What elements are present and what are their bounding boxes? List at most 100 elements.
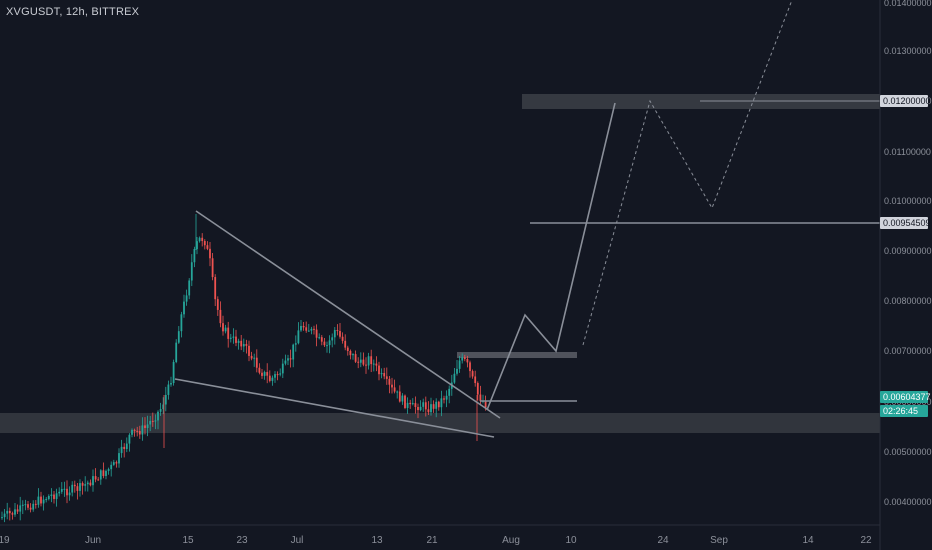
candles-group <box>1 214 487 523</box>
candle <box>162 397 165 415</box>
time-tick-label: 14 <box>802 535 814 546</box>
candle <box>105 469 107 480</box>
price-tag: 0.01200000 <box>880 95 931 107</box>
candle <box>40 491 42 507</box>
candle <box>396 390 399 399</box>
price-tick-label: 0.00800000 <box>884 296 932 306</box>
candle <box>84 476 87 492</box>
candle <box>284 354 287 366</box>
price-tick-label: 0.01100000 <box>884 147 931 157</box>
candle <box>79 479 81 497</box>
candle <box>333 327 336 345</box>
candle <box>180 311 183 338</box>
candle <box>136 426 139 437</box>
price-tick-label: 0.01000000 <box>884 196 932 206</box>
candle <box>424 396 427 417</box>
candle <box>172 359 175 386</box>
candle <box>185 289 188 306</box>
price-tick-label: 0.01300000 <box>884 46 932 56</box>
candle <box>66 480 68 504</box>
time-tick-label: 13 <box>371 535 383 546</box>
candle <box>292 343 295 368</box>
candle <box>193 246 196 268</box>
candle <box>401 393 404 405</box>
candle <box>266 363 269 384</box>
candle <box>362 352 365 367</box>
candle <box>141 417 144 441</box>
candle <box>94 468 97 483</box>
candle <box>250 351 253 361</box>
candle <box>365 357 367 374</box>
time-tick-label: Jul <box>291 535 304 546</box>
candle <box>219 301 222 328</box>
candle <box>302 321 305 331</box>
candle <box>188 278 191 300</box>
price-tick-label: 0.00900000 <box>884 246 932 256</box>
candle <box>385 367 388 385</box>
candle <box>164 386 167 412</box>
price-tag-label: 0.00954509 <box>883 218 931 228</box>
candle <box>6 502 9 520</box>
candle <box>435 398 438 418</box>
candle <box>339 323 341 339</box>
price-tag: 0.00954509 <box>880 217 931 229</box>
candle <box>224 324 227 334</box>
candle <box>456 359 458 376</box>
time-tick-label: 21 <box>426 535 438 546</box>
candle <box>21 500 24 515</box>
time-tick-label: 15 <box>182 535 194 546</box>
candle <box>196 236 198 255</box>
time-tick-label: 10 <box>565 535 577 546</box>
candle <box>411 398 414 406</box>
candle <box>211 252 214 281</box>
candle <box>206 241 209 251</box>
candle <box>120 439 123 458</box>
candle <box>479 385 482 406</box>
candle <box>118 448 120 468</box>
candle <box>305 321 308 333</box>
candle <box>175 339 178 364</box>
projection-path <box>486 102 616 411</box>
support-zone <box>0 413 880 433</box>
candle <box>34 500 37 509</box>
price-tag-label: 0.00604377 <box>883 392 931 402</box>
candle <box>289 349 292 368</box>
candle <box>19 496 22 521</box>
candle <box>203 239 206 250</box>
candle <box>107 467 110 475</box>
candle <box>255 349 258 373</box>
candle <box>97 477 100 481</box>
candle <box>380 368 383 379</box>
candle <box>419 400 422 412</box>
candle <box>349 349 352 360</box>
candle <box>29 503 32 513</box>
candle <box>81 481 84 495</box>
candle <box>11 511 14 520</box>
candle <box>313 325 315 335</box>
candle <box>307 323 310 332</box>
price-tick-label: 0.01400000 <box>884 0 932 8</box>
candle <box>391 377 393 394</box>
price-axis[interactable]: 0.01400000 0.01300000 0.01200000 0.01100000… <box>884 0 932 507</box>
candle <box>300 320 302 332</box>
candle <box>99 469 102 485</box>
time-tick-label: 19 <box>0 535 10 546</box>
candle <box>344 334 347 351</box>
candle <box>47 494 50 501</box>
candle <box>50 488 53 503</box>
time-axis[interactable]: 19 Jun 15 23 Jul 13 21 Aug 10 24 Sep 14 22 <box>0 535 872 546</box>
candle <box>149 415 152 432</box>
candle <box>406 397 409 414</box>
candle <box>144 417 146 435</box>
candle <box>222 315 224 336</box>
candle <box>133 428 136 437</box>
candle <box>287 354 289 366</box>
candle <box>271 375 274 386</box>
candle <box>68 486 71 501</box>
candle <box>461 353 464 364</box>
candle <box>3 509 6 523</box>
candle <box>248 340 250 362</box>
candle <box>245 339 248 354</box>
price-tags: 0.01200000 0.00954509 0.00604377 02:26:45 <box>880 95 931 417</box>
